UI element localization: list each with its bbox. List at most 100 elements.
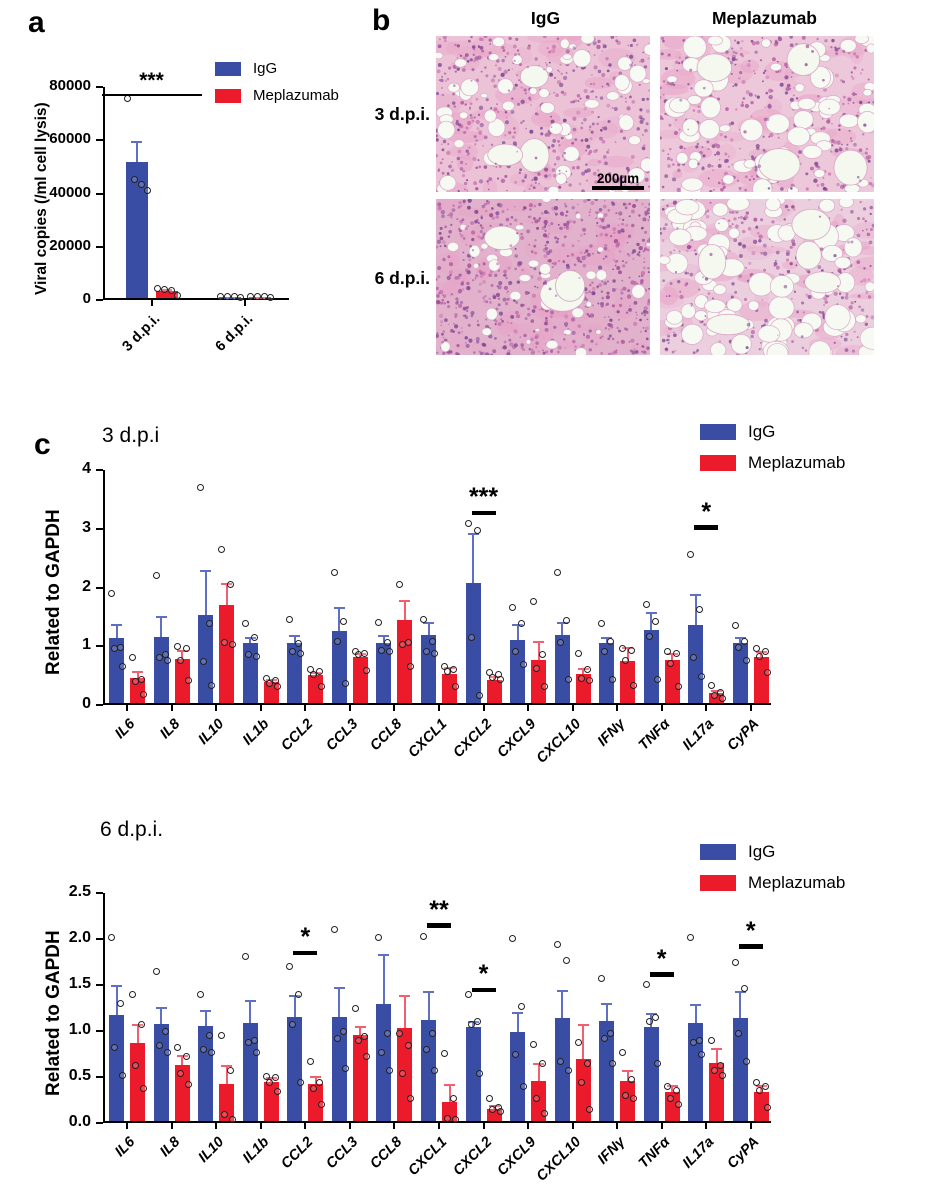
error-bar-Meplazumab-CXCL10 <box>582 1024 585 1060</box>
data-point <box>310 671 318 679</box>
bar-IgG-CyPA <box>732 1017 748 1121</box>
y-tick-label: 40000 <box>49 183 91 201</box>
significance-label: * <box>745 916 756 945</box>
data-point <box>407 663 415 671</box>
data-point <box>711 1066 719 1074</box>
data-point <box>601 647 609 655</box>
data-point <box>574 649 582 657</box>
error-bar-cap <box>111 984 123 987</box>
bar-IgG-IL1b <box>242 1022 258 1121</box>
error-bar-cap <box>467 532 479 535</box>
data-point <box>131 176 138 184</box>
data-point <box>206 1031 214 1039</box>
x-tick <box>348 1123 351 1129</box>
data-point <box>452 1115 459 1123</box>
data-point <box>619 644 627 652</box>
column-header-meplazumab: Meplazumab <box>711 8 818 28</box>
data-point <box>289 647 297 655</box>
bar-IgG-IL17a <box>688 624 704 703</box>
y-tick <box>96 192 103 195</box>
error-bar-IgG-IFNγ <box>605 637 608 644</box>
data-point <box>687 933 695 941</box>
data-point <box>450 1094 457 1102</box>
data-point <box>518 1002 526 1010</box>
data-point <box>734 643 742 651</box>
y-tick-label: 0.0 <box>68 1113 91 1130</box>
error-bar-IgG-CyPA <box>739 637 742 644</box>
data-point <box>396 1030 404 1038</box>
data-point <box>200 658 208 666</box>
data-point <box>619 1048 627 1056</box>
data-point <box>708 1036 716 1044</box>
error-bar-IgG-CXCL2 <box>472 532 475 583</box>
data-point <box>740 637 748 645</box>
data-point <box>375 934 383 942</box>
data-point <box>108 933 116 941</box>
data-point <box>663 647 671 655</box>
data-point <box>609 1060 617 1068</box>
data-point <box>341 1065 349 1073</box>
he-stain-texture <box>660 199 874 355</box>
error-bar-Meplazumab-CXCL9 <box>537 1063 540 1081</box>
error-bar-cap <box>512 623 524 626</box>
error-bar-cap <box>734 637 746 640</box>
x-tick <box>259 705 262 711</box>
data-point <box>755 652 763 660</box>
data-point <box>598 974 606 982</box>
data-point <box>386 1066 394 1074</box>
x-tick <box>304 1123 307 1129</box>
data-point <box>310 1085 318 1093</box>
data-point <box>217 292 224 300</box>
data-point <box>339 618 347 626</box>
data-point <box>420 616 427 624</box>
error-bar-cap <box>512 1012 524 1015</box>
data-point <box>399 640 407 648</box>
x-tick <box>616 705 619 711</box>
bar-IgG-CXCL10 <box>554 635 570 703</box>
data-point <box>485 1094 493 1102</box>
data-point <box>645 1018 653 1026</box>
error-bar-IgG-CXCL9 <box>516 1012 519 1032</box>
error-bar-IgG-CXCL10 <box>561 621 564 636</box>
data-point <box>556 1057 564 1065</box>
data-point <box>475 691 483 699</box>
y-tick-label: 4 <box>82 460 91 477</box>
bar-Meplazumab-CXCL2 <box>486 679 502 703</box>
error-bar-IgG-CCL2 <box>293 635 296 644</box>
x-tick <box>215 705 218 711</box>
bar-Meplazumab-IL10 <box>219 604 235 703</box>
error-bar-cap <box>176 650 188 653</box>
data-point <box>742 656 750 664</box>
data-point <box>396 580 404 588</box>
x-tick <box>571 1123 574 1129</box>
data-point <box>431 649 438 657</box>
bar-IgG-CCL3 <box>331 1017 347 1121</box>
legend-label-Meplazumab: Meplazumab <box>253 87 339 104</box>
data-point <box>384 1030 392 1038</box>
data-point <box>431 1066 438 1074</box>
error-bar-cap <box>289 635 301 638</box>
error-bar-cap <box>132 1024 144 1027</box>
data-point <box>653 676 661 683</box>
data-point <box>488 674 496 682</box>
data-point <box>155 653 163 661</box>
error-bar-IgG-CCL8 <box>382 953 385 1005</box>
y-tick <box>96 245 103 248</box>
data-point <box>330 926 338 934</box>
data-point <box>607 637 615 645</box>
panel-c-3dpi-chart: 0 1 2 3 4 IL6 IL8 IL10 IL1b CCL2 CCL3 CCL8 CXCL1 CXCL… <box>18 418 918 790</box>
error-bar-IgG-CCL3 <box>338 607 341 631</box>
bar-IgG-IFNγ <box>599 643 615 703</box>
data-point <box>351 1005 359 1013</box>
data-point <box>642 601 650 609</box>
data-point <box>221 1111 229 1119</box>
bar-IgG-CXCL9 <box>510 1031 526 1121</box>
significance-label: * <box>701 497 712 526</box>
x-tick <box>150 300 153 306</box>
data-point <box>553 569 561 577</box>
data-point <box>208 1048 216 1056</box>
column-header-igg: IgG <box>530 8 561 28</box>
bar-Meplazumab-IL8 <box>174 1064 190 1121</box>
error-bar-Meplazumab-IL6 <box>136 1024 139 1043</box>
